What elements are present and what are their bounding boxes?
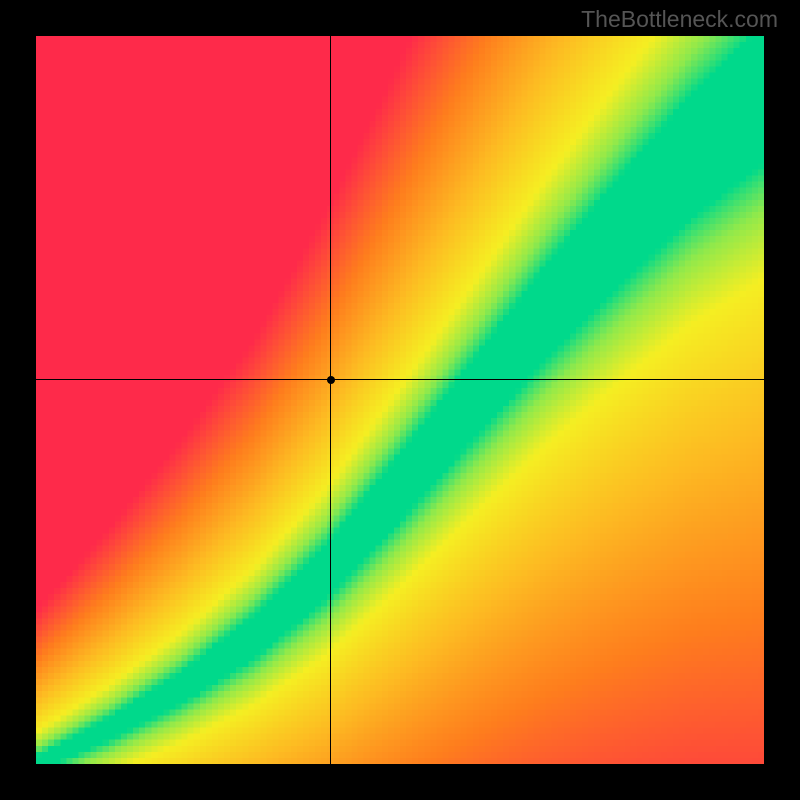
crosshair-horizontal-line [36,379,764,380]
heatmap-plot-area [36,36,764,764]
plot-border-right [764,0,800,800]
heatmap-canvas [36,36,764,764]
plot-border-bottom [0,764,800,800]
bottleneck-chart: TheBottleneck.com [0,0,800,800]
crosshair-vertical-line [330,36,331,764]
watermark-text: TheBottleneck.com [581,6,778,33]
plot-border-left [0,0,36,800]
crosshair-point [327,376,335,384]
